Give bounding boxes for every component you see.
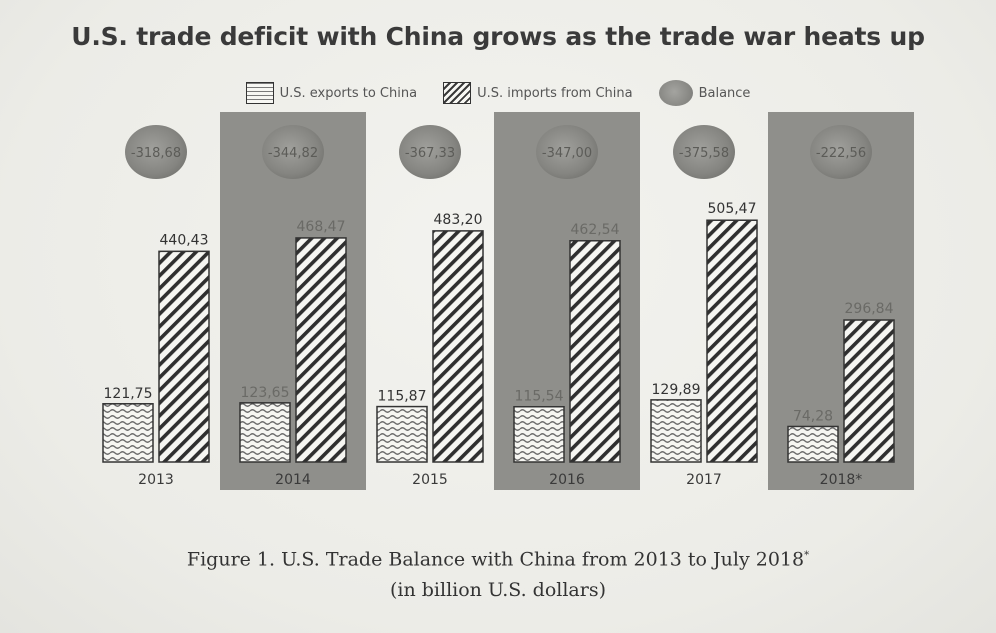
bar-exports <box>102 403 154 463</box>
caption-line-2: (in billion U.S. dollars) <box>389 579 606 602</box>
data-label-imports: 440,43 <box>160 232 209 248</box>
data-label-balance: -344,82 <box>268 146 318 161</box>
x-tick-label: 2018* <box>820 472 863 488</box>
x-tick-label: 2017 <box>686 472 722 488</box>
legend-swatch-imports <box>443 82 472 104</box>
bar-imports <box>295 237 347 463</box>
data-label-imports: 505,47 <box>708 201 757 217</box>
caption-footnote-mark: * <box>804 550 810 561</box>
bar-exports <box>650 399 702 463</box>
data-label-balance: -347,00 <box>542 146 592 161</box>
data-label-exports: 74,28 <box>793 408 833 424</box>
data-label-balance: -367,33 <box>405 146 455 161</box>
data-label-balance: -318,68 <box>131 146 181 161</box>
data-label-exports: 123,65 <box>241 385 290 401</box>
x-tick-label: 2014 <box>275 472 311 488</box>
data-label-balance: -222,56 <box>816 146 866 161</box>
figure-caption: Figure 1. U.S. Trade Balance with China … <box>0 540 996 606</box>
legend-label-exports: U.S. exports to China <box>279 85 418 101</box>
x-tick-label: 2015 <box>412 472 448 488</box>
bar-imports <box>843 319 895 463</box>
bar-imports <box>706 219 758 463</box>
bar-exports <box>787 425 839 463</box>
legend-swatch-balance <box>658 80 693 106</box>
chart-title: U.S. trade deficit with China grows as t… <box>71 22 925 51</box>
caption-line-1-text: Figure 1. U.S. Trade Balance with China … <box>186 548 805 571</box>
balance-circle <box>536 125 598 179</box>
caption-line-1: Figure 1. U.S. Trade Balance with China … <box>0 540 996 575</box>
chart-legend: U.S. exports to China U.S. imports from … <box>0 80 996 106</box>
data-label-exports: 115,87 <box>378 389 427 405</box>
bar-exports <box>239 402 291 463</box>
data-label-imports: 483,20 <box>434 212 483 228</box>
balance-circle <box>399 125 461 179</box>
data-label-imports: 296,84 <box>845 301 894 317</box>
legend-item-imports: U.S. imports from China <box>443 82 633 104</box>
balance-circle <box>125 125 187 179</box>
legend-label-balance: Balance <box>698 85 751 101</box>
bar-exports <box>376 405 428 463</box>
bar-imports <box>432 230 484 463</box>
data-label-exports: 129,89 <box>652 382 701 398</box>
bar-exports <box>513 405 565 463</box>
data-label-imports: 462,54 <box>571 222 620 238</box>
data-label-imports: 468,47 <box>297 219 346 235</box>
x-tick-label: 2016 <box>549 472 585 488</box>
bar-imports <box>569 240 621 463</box>
data-label-exports: 121,75 <box>104 386 153 402</box>
bar-imports <box>158 250 210 463</box>
legend-item-balance: Balance <box>658 80 751 106</box>
balance-circle <box>810 125 872 179</box>
data-label-balance: -375,58 <box>679 146 729 161</box>
balance-circle <box>262 125 324 179</box>
balance-circle <box>673 125 735 179</box>
x-tick-label: 2013 <box>138 472 174 488</box>
legend-label-imports: U.S. imports from China <box>477 85 633 101</box>
data-label-exports: 115,54 <box>515 389 564 405</box>
legend-swatch-exports <box>245 82 274 104</box>
legend-item-exports: U.S. exports to China <box>245 82 418 104</box>
